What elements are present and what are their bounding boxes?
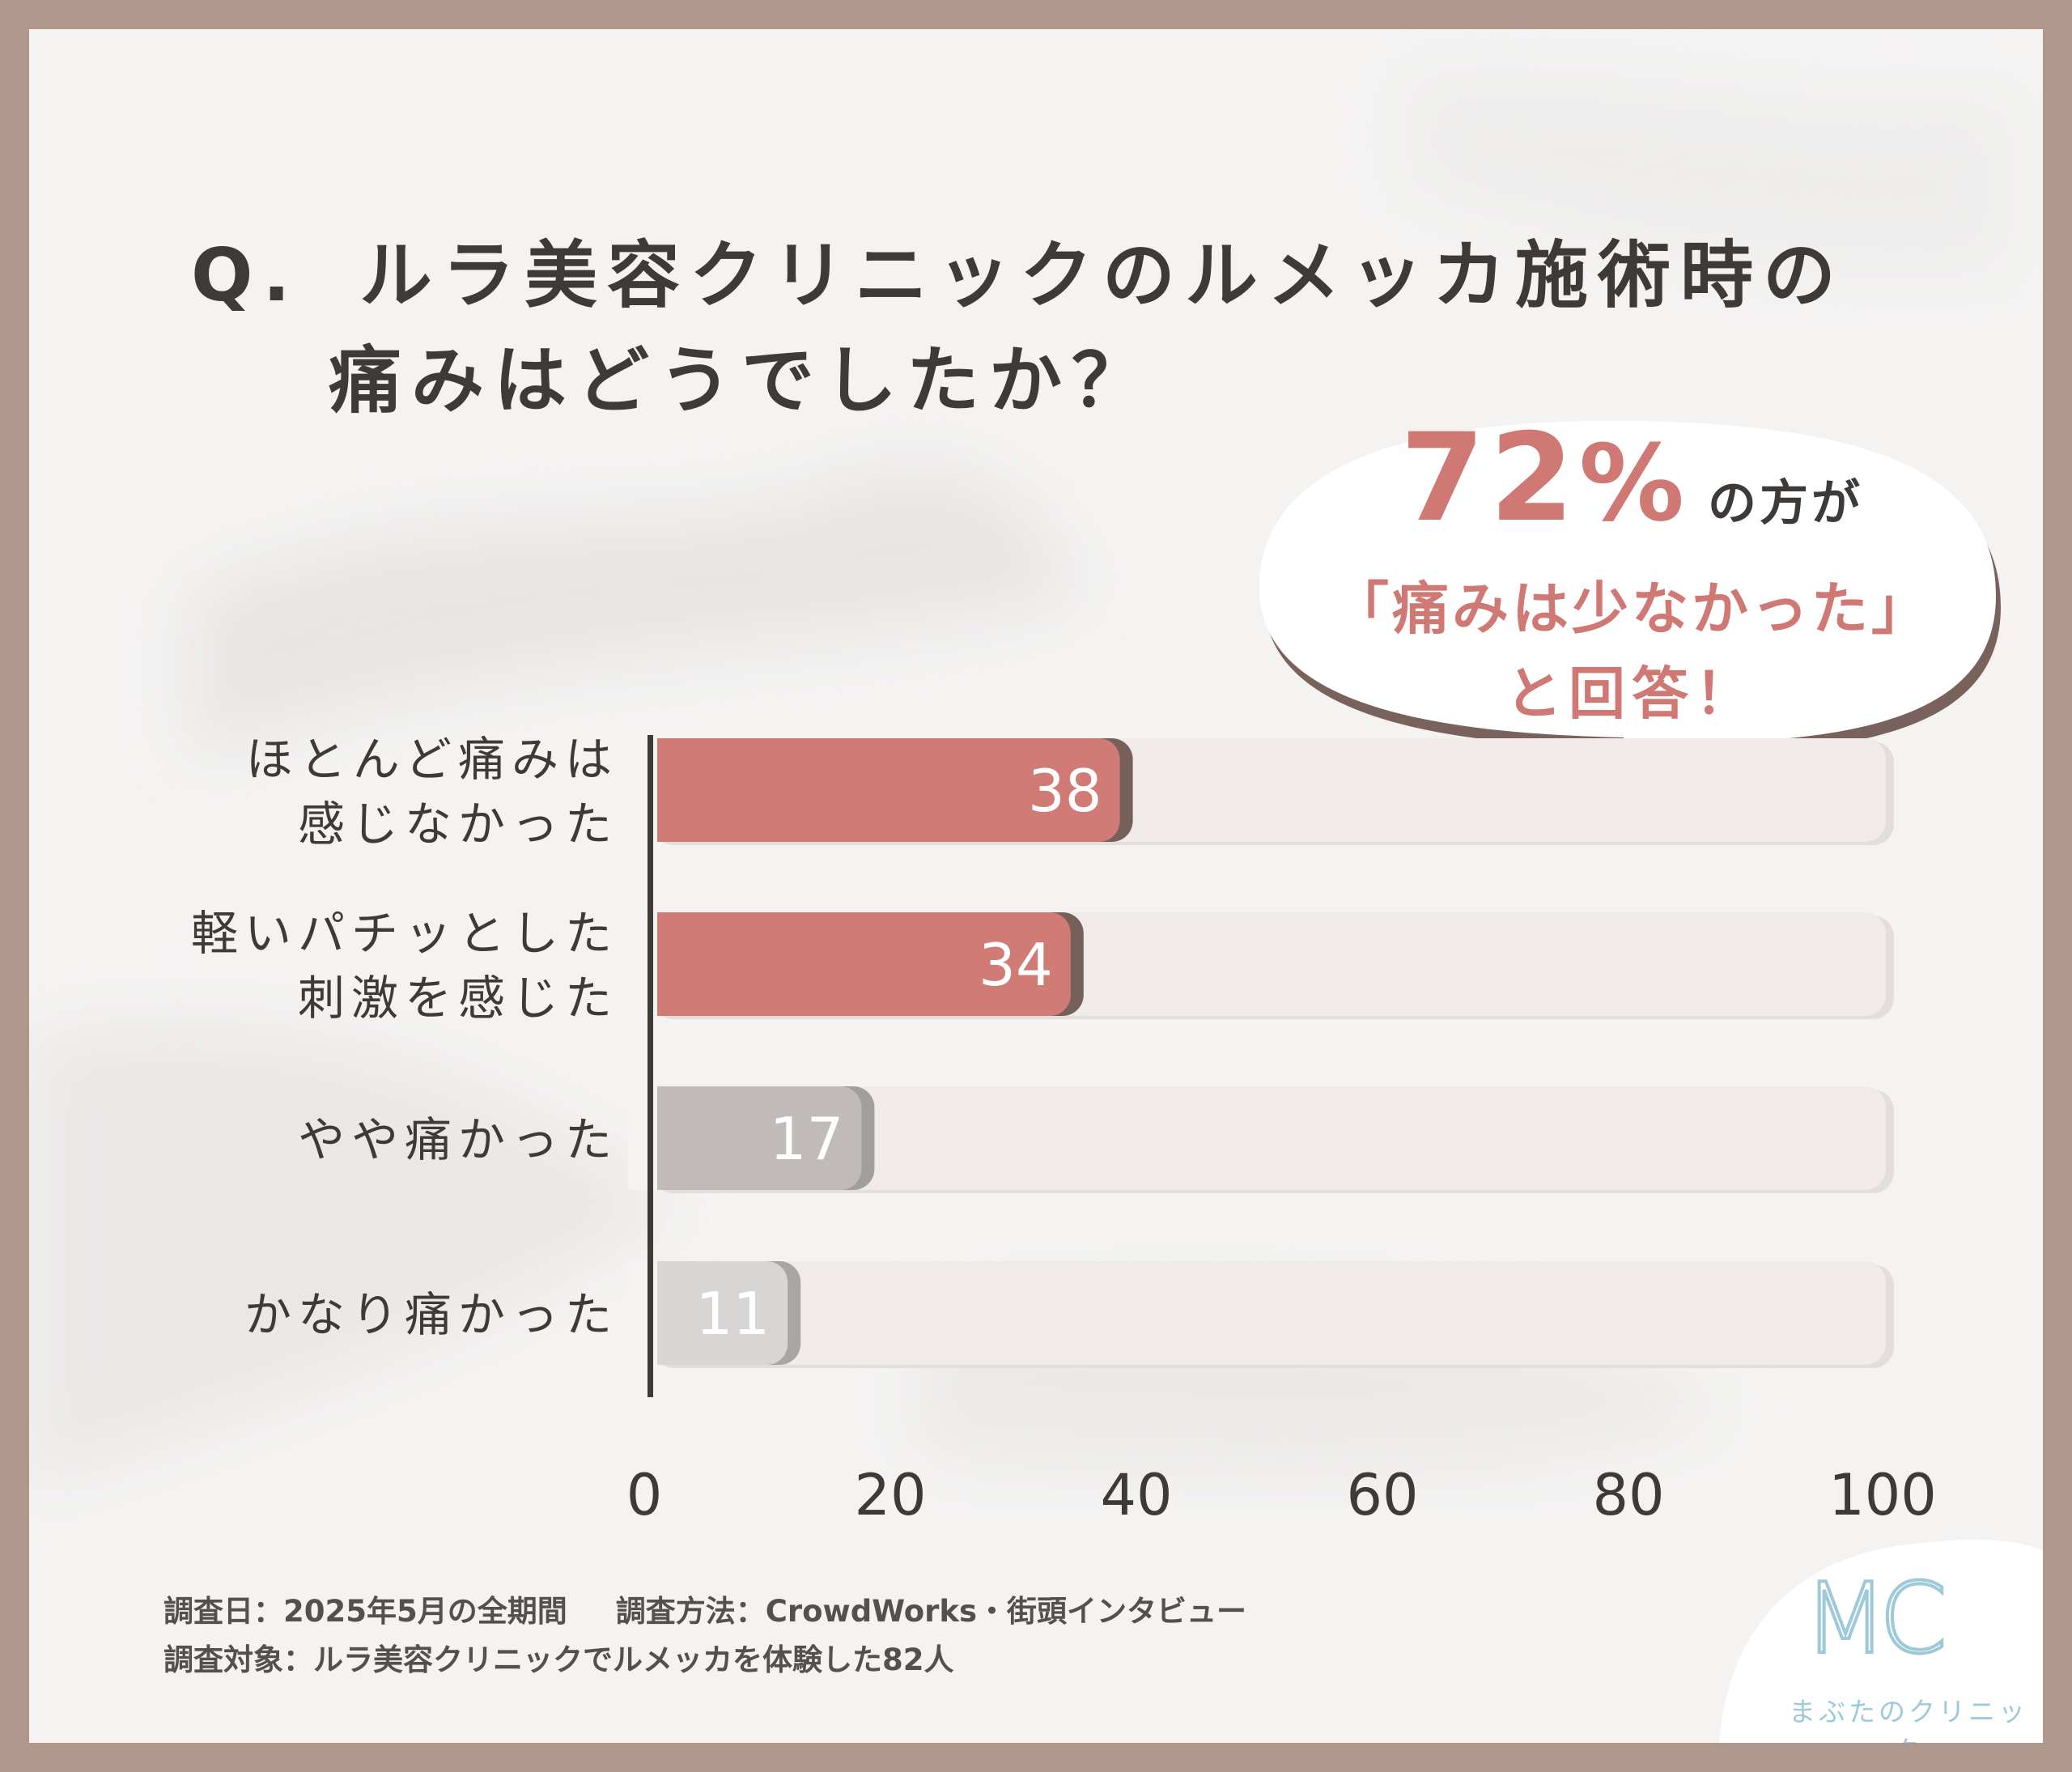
x-tick-label: 100 <box>1828 1462 1937 1528</box>
callout-line2: 「痛みは少なかった」 <box>1332 576 1931 642</box>
callout-line3: と回答！ <box>1505 661 1758 727</box>
bar-tracks <box>652 738 1894 1368</box>
bar-value-label: 38 <box>1028 757 1102 825</box>
bar-value-label: 11 <box>696 1280 771 1348</box>
question-title: Q. ルラ美容クリニックのルメッカ施術時の 痛みはどうでしたか？ <box>191 223 1972 434</box>
x-tick-label: 0 <box>626 1462 663 1528</box>
callout-text: 72% の方が 「痛みは少なかった」 と回答！ <box>1276 418 1988 734</box>
bar-chart: 38 34 17 11 ほとんど痛みは感じなかった軽いパチッとした刺激を感じたやや痛か… <box>191 732 1937 1528</box>
footer-survey-target: 調査対象：ルラ美容クリニックでルメッカを体験した82人 <box>163 1642 954 1677</box>
footer-survey-date: 調査日：2025年5月の全期間 <box>163 1594 567 1629</box>
bar <box>628 1086 862 1190</box>
bar <box>628 738 1120 842</box>
bar-value-label: 34 <box>979 931 1053 999</box>
question-line1: ルラ美容クリニックのルメッカ施術時の <box>359 233 1846 318</box>
x-tick-label: 20 <box>854 1462 926 1528</box>
bar-value-label: 17 <box>770 1105 844 1173</box>
x-tick-label: 80 <box>1592 1462 1664 1528</box>
bar <box>628 1261 788 1365</box>
y-axis-line <box>648 735 653 1397</box>
question-line2: 痛みはどうでしたか？ <box>329 338 1154 423</box>
bar <box>628 912 1071 1016</box>
speech-bubble <box>1259 420 2001 801</box>
callout-suffix: の方が <box>1707 475 1863 532</box>
x-tick-label: 40 <box>1100 1462 1172 1528</box>
callout-headline: 72% の方が <box>1276 418 1988 564</box>
clinic-logo-name: まぶたのクリニック <box>1789 1696 2028 1743</box>
category-label: 軽いパチッとした <box>191 906 618 961</box>
category-label: やや痛かった <box>298 1112 618 1167</box>
clinic-logo-mark: MC <box>1802 1562 1952 1677</box>
survey-footer: 調査日：2025年5月の全期間 調査方法：CrowdWorks・街頭インタビュー … <box>163 1587 1246 1685</box>
callout-percent-value: 72 <box>1400 408 1579 549</box>
category-label: ほとんど痛みは <box>246 732 618 787</box>
bars: 38 34 17 11 <box>628 738 1133 1365</box>
callout-percent-sign: % <box>1578 422 1688 545</box>
category-label: 刺激を感じた <box>298 971 618 1026</box>
category-label: 感じなかった <box>298 797 618 852</box>
x-tick-label: 60 <box>1346 1462 1418 1528</box>
logo-mark-text: MC <box>1803 1563 1942 1676</box>
bar-track <box>652 1086 1886 1190</box>
x-axis-ticks: 0 20 40 60 80 100 <box>626 1462 1937 1528</box>
infographic-card: Q. ルラ美容クリニックのルメッカ施術時の 痛みはどうでしたか？ 72% の方が… <box>29 29 2043 1743</box>
bar-track <box>652 1261 1886 1365</box>
question-prefix: Q. <box>191 233 300 318</box>
category-label: かなり痛かった <box>244 1287 618 1342</box>
footer-survey-method: 調査方法：CrowdWorks・街頭インタビュー <box>615 1594 1247 1629</box>
